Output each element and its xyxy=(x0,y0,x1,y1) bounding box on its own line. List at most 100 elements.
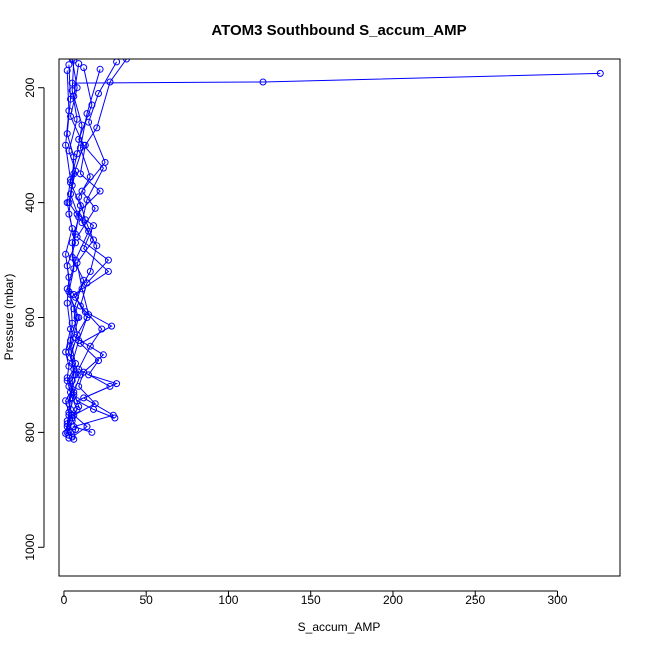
data-point xyxy=(72,167,79,175)
data-point xyxy=(80,64,88,72)
profile-line xyxy=(74,67,119,419)
y-axis: 200 400 600 800 1000 xyxy=(23,77,45,561)
data-point xyxy=(76,144,84,152)
data-point xyxy=(93,242,101,250)
data-point xyxy=(63,420,71,428)
data-point xyxy=(67,405,74,413)
data-point xyxy=(62,397,70,405)
profile-line xyxy=(72,72,601,84)
x-axis: 0 50 100 150 200 250 300 xyxy=(61,590,568,607)
data-point xyxy=(72,334,79,342)
data-point xyxy=(65,362,73,370)
data-point xyxy=(111,414,119,422)
y-tick-label: 400 xyxy=(23,192,37,212)
data-point xyxy=(90,236,97,244)
data-point xyxy=(70,391,78,399)
data-point xyxy=(86,173,94,181)
data-point xyxy=(106,78,114,86)
data-point xyxy=(78,285,86,293)
data-point xyxy=(596,69,604,77)
data-point xyxy=(83,196,91,204)
data-point xyxy=(67,190,74,198)
data-point xyxy=(259,78,267,86)
data-point xyxy=(96,65,104,73)
data-point xyxy=(65,288,73,296)
y-tick-label: 200 xyxy=(23,77,37,97)
data-point xyxy=(65,427,73,435)
data-point xyxy=(91,400,99,408)
data-point xyxy=(68,225,76,232)
data-point xyxy=(73,259,81,267)
data-point xyxy=(72,426,79,433)
data-point xyxy=(86,342,94,350)
data-point xyxy=(73,314,81,321)
data-point xyxy=(108,322,116,330)
data-point xyxy=(72,360,79,367)
data-point xyxy=(80,368,88,376)
plot-marks xyxy=(62,59,604,443)
y-axis-label: Pressure (mbar) xyxy=(2,274,16,361)
data-point xyxy=(68,417,76,425)
data-point xyxy=(75,382,83,390)
data-point xyxy=(104,268,112,275)
data-point xyxy=(95,357,102,365)
data-point xyxy=(63,374,71,382)
data-point xyxy=(75,193,83,201)
x-tick-label: 200 xyxy=(383,593,403,607)
data-point xyxy=(62,348,70,356)
data-point xyxy=(68,87,76,95)
data-point xyxy=(63,199,71,207)
data-point xyxy=(68,377,76,385)
data-point xyxy=(93,124,101,132)
data-point xyxy=(88,428,96,436)
data-point xyxy=(83,110,91,118)
data-point xyxy=(99,351,107,359)
data-point xyxy=(81,216,89,224)
data-point xyxy=(80,394,88,402)
plot-frame xyxy=(58,58,621,577)
data-point xyxy=(99,164,107,172)
data-point xyxy=(65,431,73,439)
x-tick-label: 50 xyxy=(140,593,154,607)
profile-line xyxy=(66,64,77,436)
data-point xyxy=(106,382,114,390)
y-tick-label: 1000 xyxy=(23,534,37,561)
profile-line xyxy=(71,69,105,438)
data-point xyxy=(65,107,73,115)
data-point xyxy=(73,150,81,158)
x-tick-label: 300 xyxy=(547,593,567,607)
data-point xyxy=(63,299,71,307)
data-point xyxy=(67,337,74,344)
data-point xyxy=(75,60,83,68)
data-point xyxy=(95,90,102,97)
data-point xyxy=(76,302,84,310)
data-point xyxy=(88,101,96,109)
data-point xyxy=(83,423,91,431)
data-point xyxy=(90,222,97,230)
data-point xyxy=(67,354,74,362)
data-point xyxy=(123,59,130,63)
data-point xyxy=(75,213,83,221)
data-point xyxy=(62,141,70,149)
data-point xyxy=(62,250,70,258)
data-point xyxy=(86,268,94,275)
data-point xyxy=(63,67,71,74)
data-point xyxy=(70,59,78,64)
data-point xyxy=(70,265,78,273)
y-tick-label: 800 xyxy=(23,422,37,442)
data-point xyxy=(68,59,76,63)
data-point xyxy=(75,403,83,410)
x-tick-label: 100 xyxy=(218,593,238,607)
data-point xyxy=(113,59,121,66)
y-tick-label: 600 xyxy=(23,307,37,327)
x-tick-label: 0 xyxy=(61,593,68,607)
profile-line xyxy=(68,60,80,432)
data-point xyxy=(73,115,81,123)
data-point xyxy=(96,187,104,195)
profile-line xyxy=(65,70,73,434)
x-axis-label: S_accum_AMP xyxy=(298,620,381,634)
data-point xyxy=(113,380,121,388)
x-tick-label: 250 xyxy=(465,593,485,607)
x-tick-label: 150 xyxy=(301,593,321,607)
data-point xyxy=(68,253,76,261)
